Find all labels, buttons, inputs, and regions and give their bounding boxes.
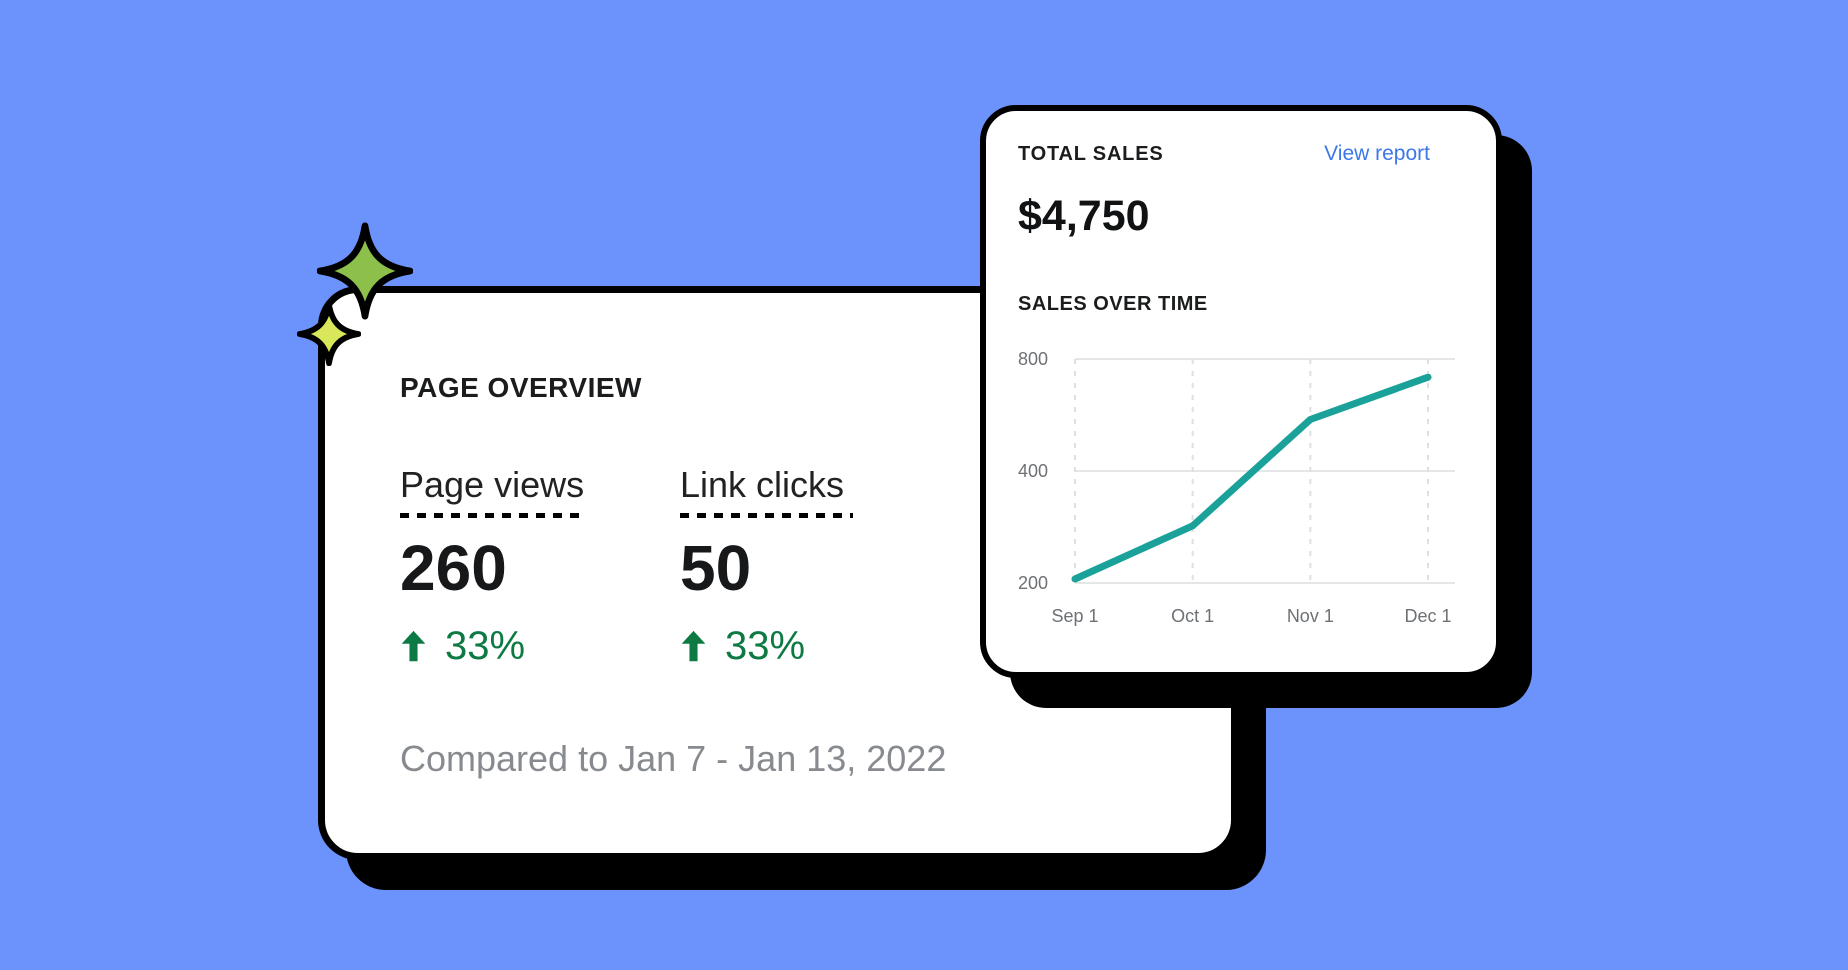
total-sales-amount: $4,750	[1018, 192, 1150, 240]
sparkle-small-icon	[297, 302, 361, 366]
up-arrow-icon	[681, 630, 706, 662]
metric-label[interactable]: Link clicks	[680, 464, 845, 505]
page-overview-title: PAGE OVERVIEW	[400, 372, 642, 403]
metric-value: 50	[680, 532, 752, 604]
metric-value: 260	[400, 532, 507, 604]
comparison-note: Compared to Jan 7 - Jan 13, 2022	[400, 738, 947, 779]
up-arrow-icon	[401, 630, 426, 662]
metric-label[interactable]: Page views	[400, 464, 585, 505]
svg-text:Oct 1: Oct 1	[1171, 606, 1214, 626]
view-report-link[interactable]: View report	[1324, 142, 1430, 165]
metric-change: 33%	[680, 622, 853, 670]
dotted-underline	[680, 513, 853, 518]
svg-text:400: 400	[1018, 461, 1048, 481]
svg-text:Dec 1: Dec 1	[1404, 606, 1451, 626]
svg-text:Nov 1: Nov 1	[1287, 606, 1334, 626]
total-sales-header: TOTAL SALES View report	[1018, 141, 1430, 167]
sales-over-time-title: SALES OVER TIME	[1018, 293, 1208, 315]
metric-change: 33%	[400, 622, 586, 670]
total-sales-card: TOTAL SALES View report $4,750 SALES OVE…	[980, 105, 1502, 678]
sales-line-series	[1071, 373, 1432, 583]
total-sales-title: TOTAL SALES	[1018, 143, 1164, 165]
dotted-underline	[400, 513, 586, 518]
svg-text:800: 800	[1018, 349, 1048, 369]
svg-text:Sep 1: Sep 1	[1051, 606, 1098, 626]
metric-change-value: 33%	[725, 624, 806, 668]
metric-change-value: 33%	[445, 624, 526, 668]
sales-over-time-chart: 200 400 800 Sep 1 Oct 1 Nov 1 Dec 1	[1018, 349, 1455, 626]
sparkle-large-icon	[317, 222, 413, 320]
metric-link-clicks: Link clicks 50 33%	[680, 463, 853, 670]
metric-page-views: Page views 260 33%	[400, 463, 586, 670]
svg-text:200: 200	[1018, 573, 1048, 593]
